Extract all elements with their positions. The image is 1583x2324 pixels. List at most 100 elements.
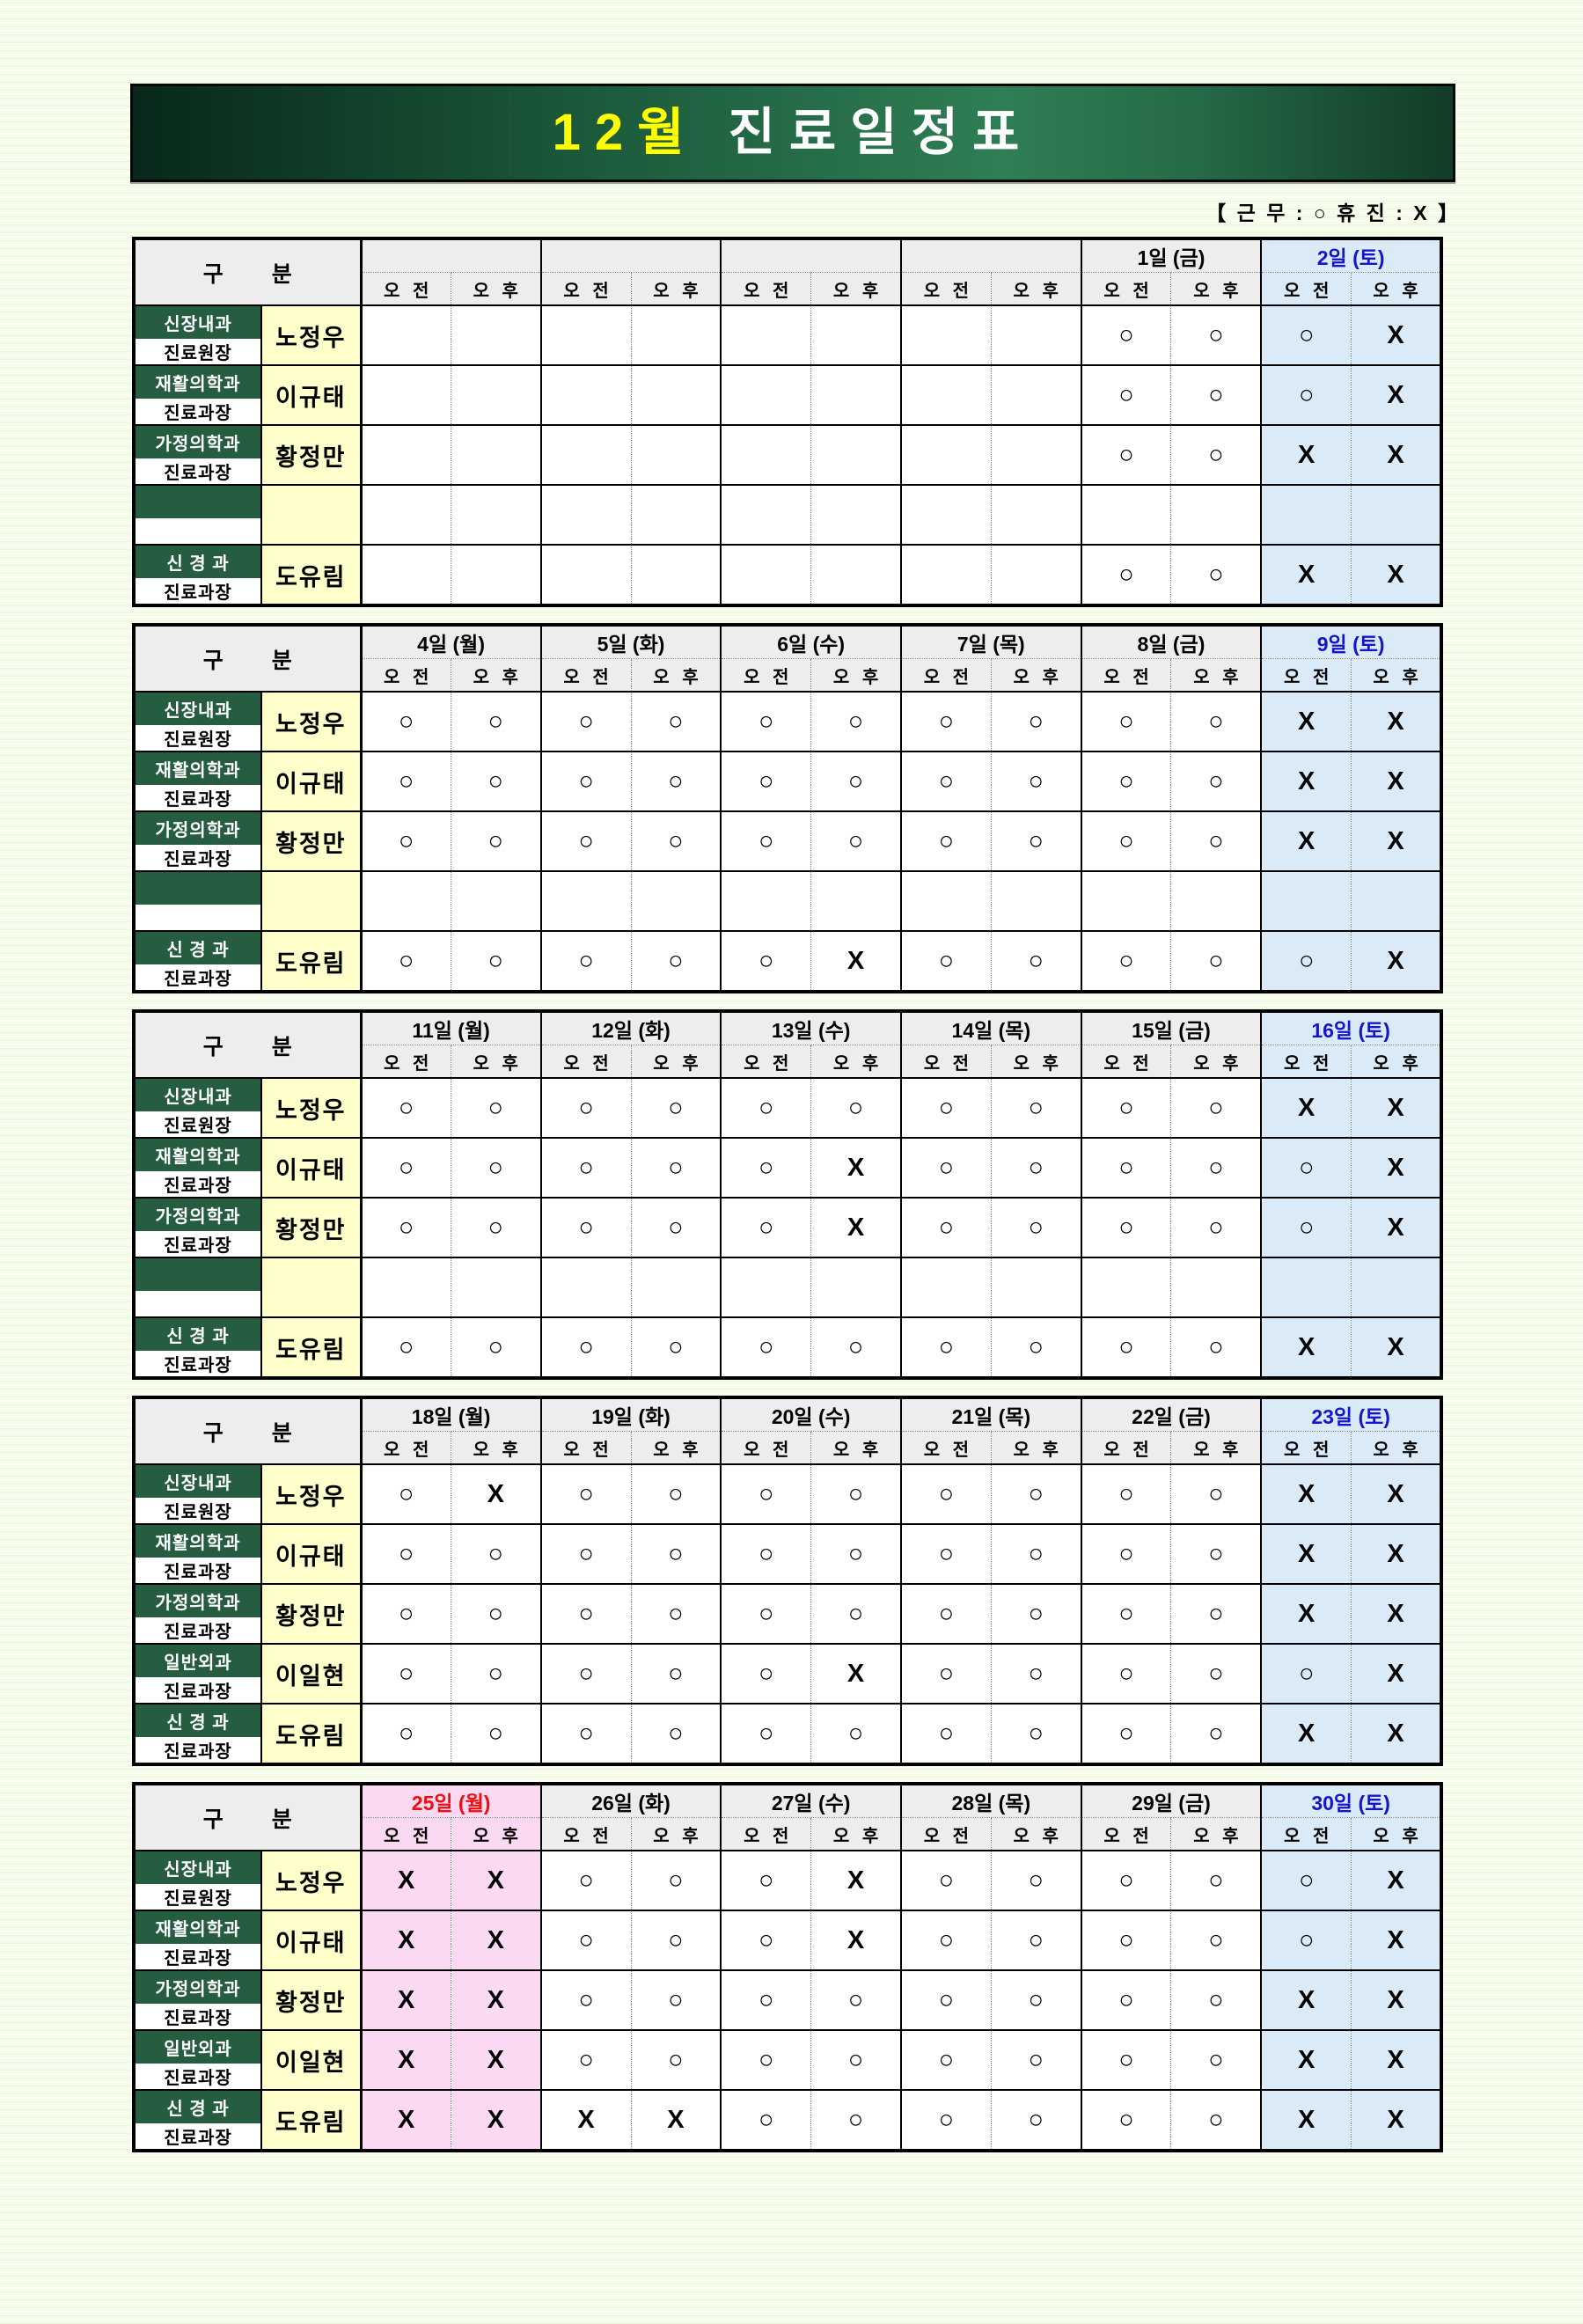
day-header (720, 238, 901, 273)
schedule-mark-cell: ○ (539, 931, 631, 993)
doctor-name-cell: 황정만 (261, 1584, 363, 1645)
schedule-mark-cell: X (450, 1851, 541, 1911)
doctor-name-cell: 황정만 (261, 1198, 363, 1258)
pm-header: 오 후 (810, 1817, 901, 1851)
schedule-mark-cell: X (1351, 1317, 1441, 1379)
schedule-mark-cell: ○ (1170, 1910, 1262, 1971)
am-header: 오 전 (899, 272, 992, 306)
schedule-mark-cell: X (1351, 1524, 1441, 1585)
department-cell: 가정의학과 (134, 1584, 262, 1617)
schedule-mark-cell: ○ (1080, 1584, 1171, 1645)
am-header: 오 전 (1260, 1817, 1352, 1851)
schedule-mark-cell (1080, 485, 1171, 546)
day-header: 29일 (금) (1080, 1784, 1262, 1818)
am-header: 오 전 (899, 1045, 992, 1079)
schedule-mark-cell (720, 365, 811, 426)
schedule-mark-cell: ○ (450, 811, 541, 872)
department-cell: 신장내과 (134, 305, 262, 339)
department-cell: 재활의학과 (134, 751, 262, 785)
schedule-mark-cell: ○ (720, 931, 811, 993)
department-cell: 일반외과 (134, 2030, 262, 2064)
schedule-mark-cell: ○ (1170, 1851, 1262, 1911)
day-header: 16일 (토) (1260, 1011, 1441, 1045)
schedule-mark-cell (450, 545, 541, 606)
schedule-mark-cell: ○ (990, 2090, 1081, 2152)
schedule-mark-cell: ○ (539, 1524, 631, 1585)
department-cell: 신장내과 (134, 1851, 262, 1884)
role-cell (134, 518, 262, 546)
schedule-mark-cell: ○ (810, 2090, 901, 2152)
am-header: 오 전 (720, 1045, 811, 1079)
am-header: 오 전 (1260, 1431, 1352, 1465)
schedule-mark-cell: ○ (720, 1851, 811, 1911)
schedule-mark-cell: ○ (1080, 1138, 1171, 1199)
role-cell: 진료과장 (134, 2004, 262, 2031)
schedule-mark-cell: ○ (1080, 1644, 1171, 1705)
schedule-mark-cell: ○ (1080, 2030, 1171, 2091)
doctor-name-cell: 도유림 (261, 545, 363, 606)
schedule-mark-cell: ○ (450, 1524, 541, 1585)
doctor-name-cell (261, 871, 363, 932)
schedule-mark-cell: ○ (899, 1584, 992, 1645)
schedule-mark-cell: ○ (539, 1644, 631, 1705)
schedule-mark-cell: X (360, 1970, 451, 2031)
schedule-mark-cell: ○ (1170, 1078, 1262, 1139)
schedule-mark-cell: ○ (1080, 305, 1171, 366)
schedule-mark-cell: ○ (630, 1198, 722, 1258)
am-header: 오 전 (360, 658, 451, 693)
schedule-mark-cell: ○ (360, 751, 451, 812)
schedule-mark-cell: ○ (360, 811, 451, 872)
schedule-mark-cell: ○ (899, 931, 992, 993)
schedule-mark-cell (1170, 1257, 1262, 1318)
schedule-mark-cell: ○ (1080, 425, 1171, 486)
schedule-mark-cell: ○ (539, 1584, 631, 1645)
doctor-name-cell (261, 485, 363, 546)
pm-header: 오 후 (1351, 1431, 1441, 1465)
doctor-name-cell: 노정우 (261, 1078, 363, 1139)
schedule-mark-cell (1260, 1257, 1352, 1318)
doctor-name-cell: 노정우 (261, 692, 363, 752)
schedule-mark-cell: ○ (630, 1138, 722, 1199)
schedule-mark-cell: ○ (720, 811, 811, 872)
schedule-mark-cell: ○ (360, 692, 451, 752)
schedule-mark-cell: ○ (360, 1078, 451, 1139)
doctor-name-cell: 이규태 (261, 1910, 363, 1971)
schedule-mark-cell (450, 305, 541, 366)
schedule-mark-cell: ○ (539, 1970, 631, 2031)
doctor-name-cell: 도유림 (261, 2090, 363, 2152)
day-header: 23일 (토) (1260, 1397, 1441, 1432)
schedule-mark-cell (720, 871, 811, 932)
schedule-mark-cell: ○ (1170, 1138, 1262, 1199)
schedule-mark-cell: ○ (990, 1704, 1081, 1765)
role-cell: 진료원장 (134, 1884, 262, 1911)
schedule-mark-cell: ○ (630, 1851, 722, 1911)
schedule-mark-cell: ○ (899, 811, 992, 872)
schedule-mark-cell: ○ (539, 1317, 631, 1379)
pm-header: 오 후 (990, 1431, 1081, 1465)
pm-header: 오 후 (450, 1045, 541, 1079)
department-cell (134, 1257, 262, 1291)
schedule-mark-cell: ○ (990, 1198, 1081, 1258)
am-header: 오 전 (539, 272, 631, 306)
schedule-mark-cell: ○ (1170, 545, 1262, 606)
department-cell: 재활의학과 (134, 1524, 262, 1558)
schedule-mark-cell: ○ (720, 1464, 811, 1525)
schedule-mark-cell: ○ (630, 1704, 722, 1765)
schedule-mark-cell: ○ (630, 931, 722, 993)
role-cell: 진료과장 (134, 1558, 262, 1585)
schedule-mark-cell: X (1351, 692, 1441, 752)
schedule-mark-cell: X (1351, 811, 1441, 872)
schedule-mark-cell: X (1351, 545, 1441, 606)
schedule-mark-cell (720, 1257, 811, 1318)
schedule-mark-cell: ○ (720, 1704, 811, 1765)
schedule-mark-cell (720, 305, 811, 366)
department-cell: 신 경 과 (134, 931, 262, 964)
am-header: 오 전 (360, 1431, 451, 1465)
schedule-mark-cell (360, 871, 451, 932)
schedule-mark-cell: ○ (450, 1138, 541, 1199)
schedule-mark-cell: ○ (1080, 1524, 1171, 1585)
schedule-mark-cell: ○ (899, 2090, 992, 2152)
schedule-mark-cell: ○ (810, 1970, 901, 2031)
day-header (539, 238, 722, 273)
schedule-mark-cell: ○ (630, 751, 722, 812)
